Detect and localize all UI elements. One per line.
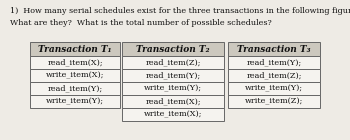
Bar <box>122 56 224 69</box>
Bar <box>228 69 320 82</box>
Text: Transaction T₁: Transaction T₁ <box>38 45 112 53</box>
Text: write_item(Y);: write_item(Y); <box>46 97 104 106</box>
Bar <box>122 69 224 82</box>
Text: 1)  How many serial schedules exist for the three transactions in the following : 1) How many serial schedules exist for t… <box>10 7 350 15</box>
Bar <box>122 42 224 56</box>
Bar <box>30 69 120 82</box>
Text: What are they?  What is the total number of possible schedules?: What are they? What is the total number … <box>10 19 272 27</box>
Text: read_item(Z);: read_item(Z); <box>246 72 302 80</box>
Text: read_item(Y);: read_item(Y); <box>145 72 201 80</box>
Text: write_item(X);: write_item(X); <box>46 72 104 80</box>
Text: Transaction T₂: Transaction T₂ <box>136 45 210 53</box>
Text: read_item(Z);: read_item(Z); <box>145 59 201 66</box>
Bar <box>30 42 120 56</box>
Bar <box>30 95 120 108</box>
Text: write_item(X);: write_item(X); <box>144 110 202 118</box>
Text: Transaction T₃: Transaction T₃ <box>237 45 311 53</box>
Bar <box>122 82 224 95</box>
Bar <box>122 108 224 121</box>
Text: read_item(Y);: read_item(Y); <box>47 85 103 93</box>
Text: read_item(X);: read_item(X); <box>145 97 201 106</box>
Bar <box>228 82 320 95</box>
Text: write_item(Y);: write_item(Y); <box>245 85 303 93</box>
Text: read_item(Y);: read_item(Y); <box>246 59 302 66</box>
Bar <box>228 56 320 69</box>
Bar <box>228 42 320 56</box>
Text: write_item(Y);: write_item(Y); <box>144 85 202 93</box>
Bar <box>122 95 224 108</box>
Bar <box>228 95 320 108</box>
Bar <box>30 82 120 95</box>
Text: read_item(X);: read_item(X); <box>47 59 103 66</box>
Text: write_item(Z);: write_item(Z); <box>245 97 303 106</box>
Bar <box>30 56 120 69</box>
